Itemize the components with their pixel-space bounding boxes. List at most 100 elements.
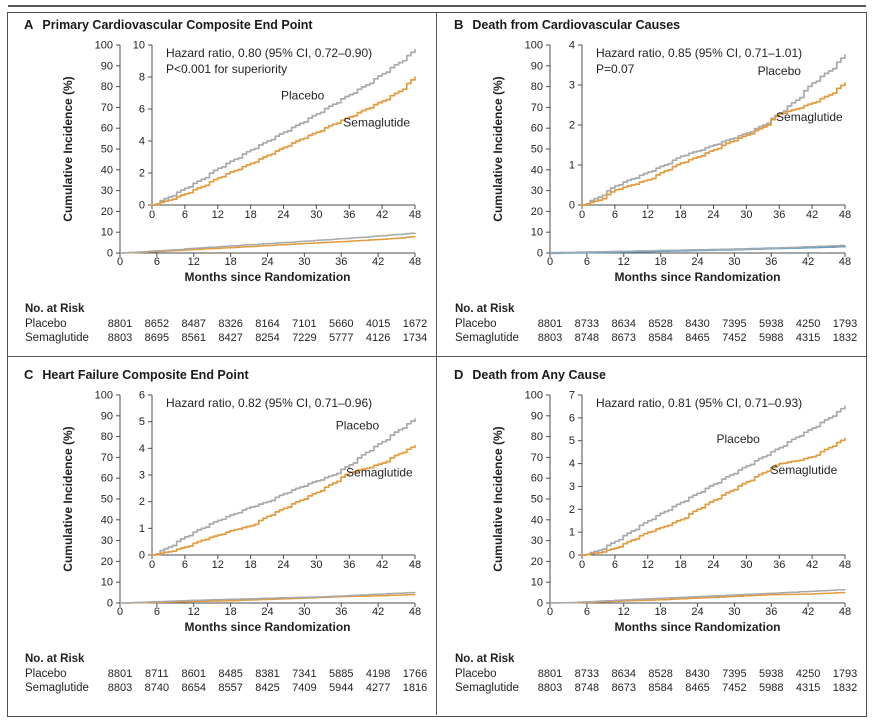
risk-table-header: No. at Risk	[25, 303, 85, 315]
outer-y-tick-label: 0	[537, 248, 543, 260]
outer-y-tick-label: 60	[101, 473, 113, 485]
inset-y-tick-label: 10	[133, 40, 145, 52]
outer-y-tick-label: 0	[107, 248, 113, 260]
risk-value: 4250	[795, 318, 821, 330]
inset-x-tick-label: 24	[277, 559, 289, 571]
outer-y-tick-label: 20	[101, 206, 113, 218]
inset-x-tick-label: 48	[839, 559, 851, 571]
risk-value: 7341	[292, 668, 317, 680]
risk-value: 1793	[832, 318, 858, 330]
risk-value: 1672	[402, 318, 428, 330]
risk-value: 1832	[832, 682, 858, 694]
series-label-semaglutide: Semaglutide	[776, 110, 843, 124]
risk-value: 8673	[611, 682, 636, 694]
inset-y-tick-label: 6	[139, 390, 145, 402]
inset-x-tick-label: 18	[675, 559, 687, 571]
mini-curve-semaglutide	[120, 593, 416, 604]
outer-x-tick-label: 18	[225, 256, 237, 268]
outer-y-tick-label: 30	[101, 185, 113, 197]
outer-y-tick-label: 70	[531, 102, 543, 114]
outer-y-tick-label: 50	[531, 494, 543, 506]
risk-value: 8601	[181, 668, 206, 680]
inset-x-tick-label: 6	[612, 559, 618, 571]
outer-y-tick-label: 30	[531, 535, 543, 547]
inset-x-tick-label: 36	[343, 559, 355, 571]
risk-value: 4277	[365, 682, 391, 694]
inset-x-tick-label: 0	[149, 559, 155, 571]
risk-value: 1793	[832, 668, 858, 680]
inset-x-tick-label: 24	[707, 209, 719, 221]
panel-title-text: Death from Cardiovascular Causes	[472, 18, 681, 32]
risk-value: 8740	[144, 682, 170, 694]
series-label-placebo: Placebo	[758, 64, 802, 78]
inset-x-tick-label: 42	[376, 559, 388, 571]
outer-x-tick-label: 36	[335, 256, 347, 268]
outer-x-tick-label: 48	[409, 256, 421, 268]
hazard-annotation-line: P=0.07	[596, 62, 635, 76]
mini-curve-placebo	[120, 591, 416, 604]
inset-x-tick-label: 6	[612, 209, 618, 221]
inset-y-tick-label: 1	[569, 160, 575, 172]
inset-curve-semaglutide	[581, 437, 846, 556]
outer-y-axis: 0 10 20 30 40 50 60 70 80 90 100	[95, 390, 121, 610]
risk-value: 8557	[218, 682, 243, 694]
outer-x-tick-label: 30	[298, 256, 310, 268]
inset-x-tick-label: 30	[740, 559, 752, 571]
risk-row-label: Placebo	[25, 668, 67, 680]
outer-x-tick-label: 12	[188, 256, 200, 268]
outer-y-tick-label: 90	[531, 410, 543, 422]
outer-x-tick-label: 18	[655, 606, 667, 618]
inset-y-tick-label: 1	[139, 523, 145, 535]
risk-row-label: Semaglutide	[25, 332, 89, 344]
inset-y-tick-label: 1	[569, 527, 575, 539]
outer-y-tick-label: 70	[101, 452, 113, 464]
risk-value: 1816	[402, 682, 428, 694]
outer-y-tick-label: 80	[101, 81, 113, 93]
inset-y-tick-label: 3	[569, 481, 575, 493]
outer-x-tick-label: 18	[655, 256, 667, 268]
outer-y-tick-label: 60	[531, 123, 543, 135]
inset-x-tick-label: 42	[376, 209, 388, 221]
inset-x-tick-label: 30	[310, 209, 322, 221]
panel-letter: B	[454, 17, 464, 32]
outer-y-tick-label: 50	[101, 144, 113, 156]
inset-x-tick-label: 12	[212, 209, 224, 221]
outer-y-tick-label: 80	[101, 431, 113, 443]
outer-y-tick-label: 20	[101, 556, 113, 568]
inset-x-tick-label: 48	[409, 559, 421, 571]
panel-D: D Death from Any Cause 0 10 20 30 40 50 60 70 80 90…	[438, 363, 866, 713]
outer-y-tick-label: 10	[531, 577, 543, 589]
risk-row-label: Placebo	[455, 318, 497, 330]
risk-value: 8465	[685, 332, 710, 344]
hazard-annotation-line: Hazard ratio, 0.82 (95% CI, 0.71–0.96)	[166, 396, 372, 410]
panel-title-text: Primary Cardiovascular Composite End Poi…	[42, 18, 313, 32]
panel-title: A Primary Cardiovascular Composite End Po…	[24, 16, 313, 34]
risk-value: 7229	[292, 332, 317, 344]
inset-x-tick-label: 12	[212, 559, 224, 571]
risk-value: 5988	[759, 682, 784, 694]
risk-row-label: Semaglutide	[455, 682, 519, 694]
risk-value: 8584	[648, 682, 673, 694]
outer-x-tick-label: 42	[372, 606, 384, 618]
risk-value: 5777	[329, 332, 354, 344]
outer-x-tick-label: 6	[154, 606, 160, 618]
outer-x-axis: 0 6 12 18 24 30 36 42 48	[547, 602, 851, 618]
risk-value: 8733	[574, 318, 600, 330]
risk-value: 8381	[255, 668, 280, 680]
risk-value: 8654	[181, 682, 206, 694]
inset-x-tick-label: 0	[149, 209, 155, 221]
inset-curve-semaglutide	[151, 76, 416, 206]
inset-curve-placebo	[151, 48, 416, 206]
outer-y-axis: 0 10 20 30 40 50 60 70 80 90 100	[525, 40, 551, 260]
inset-y-tick-label: 4	[569, 40, 575, 52]
inset-x-tick-label: 6	[182, 559, 188, 571]
outer-x-tick-label: 24	[691, 606, 703, 618]
outer-x-tick-label: 42	[372, 256, 384, 268]
risk-value: 1766	[402, 668, 428, 680]
panel-A: A Primary Cardiovascular Composite End Po…	[8, 13, 436, 363]
outer-y-axis: 0 10 20 30 40 50 60 70 80 90 100	[95, 40, 121, 260]
outer-x-tick-label: 18	[225, 606, 237, 618]
risk-value: 8695	[144, 332, 170, 344]
